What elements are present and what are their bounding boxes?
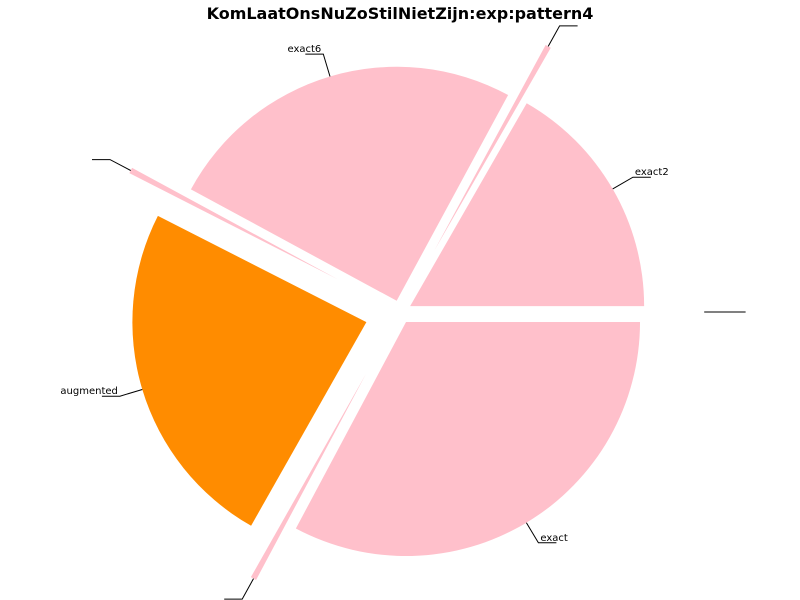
pie-slice-augmented — [132, 215, 367, 526]
leader-line-unlabeled-5 — [224, 578, 254, 600]
pie-slice-unlabeled-3 — [129, 167, 338, 280]
leader-line-exact — [525, 522, 557, 544]
leader-line-exact6 — [305, 53, 331, 77]
leader-line-exact2 — [612, 176, 651, 190]
pie-slice-exact6 — [190, 66, 509, 301]
leader-line-unlabeled-1 — [547, 25, 578, 47]
chart-title: KomLaatOnsNuZoStilNietZijn:exp:pattern4 — [207, 4, 594, 23]
slice-label-exact2: exact2 — [635, 167, 669, 178]
slice-label-exact: exact — [540, 533, 568, 544]
slice-label-exact6: exact6 — [287, 44, 321, 55]
slice-label-augmented: augmented — [60, 386, 117, 397]
pie-labels: exact2 exact6 augmented exact — [60, 25, 746, 600]
pie-slice-exact — [295, 322, 641, 557]
pie-slice-unlabeled-5 — [250, 373, 367, 580]
leader-line-unlabeled-3 — [92, 159, 131, 171]
pie-slice-unlabeled-1 — [434, 44, 551, 251]
pie-slice-exact2 — [410, 103, 645, 307]
leader-line-augmented — [101, 389, 143, 397]
pie-slices — [129, 44, 645, 580]
